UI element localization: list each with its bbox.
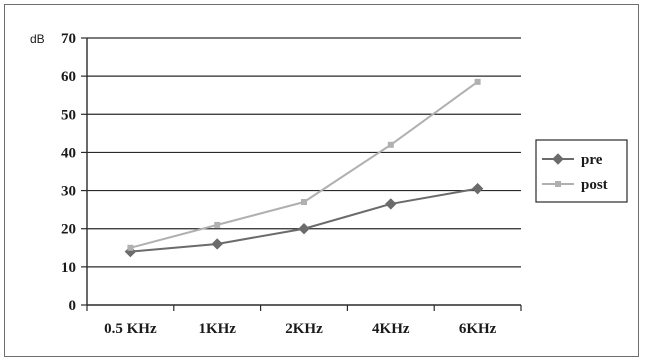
chart-frame: 0 10 20 30 40 50 60 70 0.5 KHz 1KHz 2KHz 4KHz 6KHz d… [4, 4, 639, 357]
data-point-post [474, 78, 481, 85]
legend-item-post: post [542, 177, 608, 193]
series-line-post [130, 81, 479, 249]
x-tick-label: 0.5 KHz [104, 321, 157, 337]
x-tick-label: 2KHz [285, 321, 323, 337]
x-tick-label: 6KHz [459, 321, 497, 337]
line-chart: 0 10 20 30 40 50 60 70 0.5 KHz 1KHz 2KHz 4KHz 6KHz d… [30, 31, 628, 337]
y-tick-label: 30 [61, 184, 76, 200]
legend-box [535, 139, 628, 203]
y-tick-label: 20 [61, 222, 76, 238]
legend-swatch-marker [555, 181, 561, 187]
legend-label: pre [581, 152, 603, 168]
x-tick-label: 1KHz [198, 321, 236, 337]
legend-label: post [581, 177, 608, 193]
data-point-post [127, 244, 134, 251]
y-tick-label: 40 [61, 145, 76, 161]
y-tick-label: 10 [61, 260, 76, 276]
y-axis-unit-label: dB [30, 32, 45, 46]
data-point-pre [471, 182, 484, 195]
y-tick-label: 60 [61, 69, 76, 85]
y-tick-label: 50 [61, 107, 76, 123]
legend-item-pre: pre [542, 152, 603, 168]
series-line-pre [130, 187, 478, 253]
data-point-pre [298, 223, 310, 235]
x-tick-label: 4KHz [372, 321, 410, 337]
data-point-post [387, 141, 394, 148]
data-point-pre [385, 198, 397, 210]
series-pre [124, 182, 484, 258]
data-point-post [214, 221, 221, 228]
y-tick-label: 0 [69, 298, 77, 314]
legend-swatch-marker [552, 153, 564, 165]
data-point-pre [211, 238, 223, 250]
series-post [127, 78, 481, 251]
data-point-post [301, 199, 307, 206]
y-tick-label: 70 [61, 31, 76, 47]
